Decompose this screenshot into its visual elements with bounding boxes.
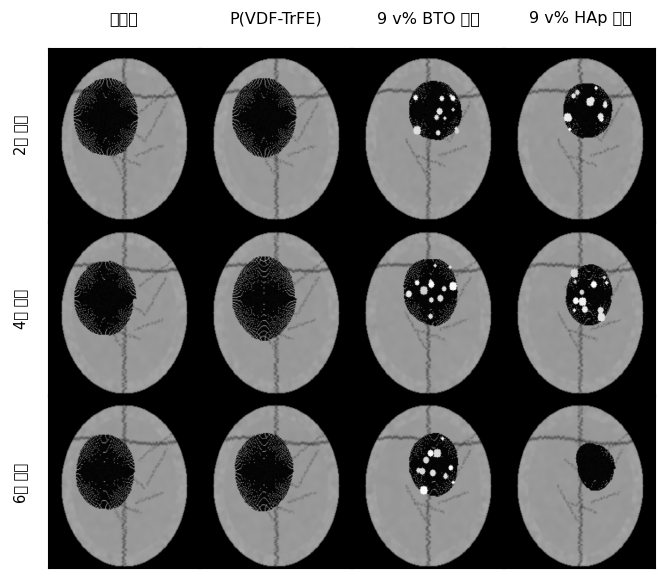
Text: 대조군: 대조군: [110, 11, 138, 26]
Text: P(VDF-TrFE): P(VDF-TrFE): [230, 11, 322, 26]
Text: 6주 결과: 6주 결과: [14, 463, 28, 503]
Text: 4주 결과: 4주 결과: [14, 289, 28, 329]
Text: 9 v% BTO 첨가: 9 v% BTO 첨가: [376, 11, 480, 26]
Text: 9 v% HAp 첨가: 9 v% HAp 첨가: [528, 11, 632, 26]
Text: 2주 결과: 2주 결과: [14, 115, 28, 155]
